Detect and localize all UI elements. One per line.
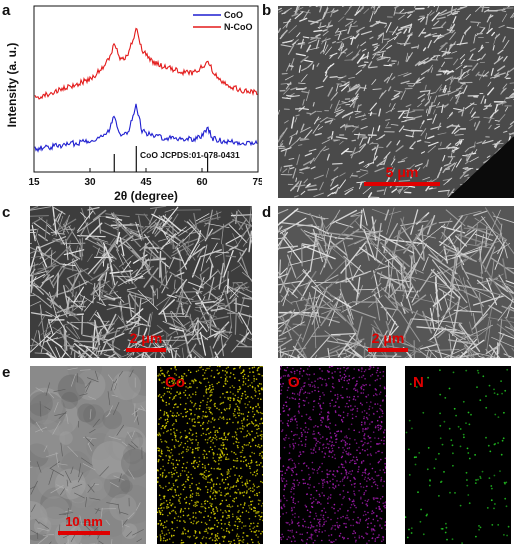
legend-label-ncoo: N-CoO [224,22,253,32]
hrtem-image: 10 nm [30,366,146,544]
scale-bar-line-c [126,348,166,352]
y-axis-label: Intensity (a. u.) [5,43,19,128]
sem-image-d: 2 μm [278,206,514,358]
scale-bar-e: 10 nm [58,514,110,535]
xrd-chart: 15 30 45 60 75 Intensity (a. u.) 2θ (degree)… [5,5,262,203]
eds-label-co: Co [165,374,185,391]
scale-bar-label-c: 2 μm [130,330,163,346]
panel-label-e: e [2,364,11,381]
xrd-series [34,27,258,153]
eds-map-n: N [405,366,511,544]
eds-map-co: Co [157,366,263,544]
scale-bar-d: 2 μm [368,330,408,352]
scale-bar-label-b: 5 μm [386,164,419,180]
sem-image-b: 5 μm [278,6,514,198]
sem-image-c: 2 μm [30,206,252,358]
reference-label: CoO JCPDS:01-078-0431 [140,150,240,160]
sem-c-texture [30,206,252,358]
x-tick-label: 30 [84,177,96,188]
sem-b-texture [278,6,514,198]
x-axis-label: 2θ (degree) [114,189,178,203]
panel-label-c: c [2,204,11,221]
panel-label-a: a [2,2,11,19]
x-tick-label: 75 [252,177,262,188]
scale-bar-line-b [364,182,440,186]
scale-bar-label-e: 10 nm [65,514,103,529]
legend-label-coo: CoO [224,10,243,20]
xrd-reference-peaks [113,146,209,172]
series-line-n-coo [34,27,258,100]
panel-label-d: d [262,204,272,221]
scale-bar-c: 2 μm [126,330,166,352]
series-line-coo [34,103,258,153]
panel-label-b: b [262,2,272,19]
x-tick-label: 60 [196,177,208,188]
scale-bar-line-d [368,348,408,352]
eds-map-o: O [280,366,386,544]
hrtem-texture [30,366,146,544]
eds-label-n: N [413,374,424,391]
scale-bar-label-d: 2 μm [372,330,405,346]
sem-d-texture [278,207,514,358]
xrd-axes: 15 30 45 60 75 [28,5,262,188]
x-tick-label: 15 [28,177,40,188]
x-tick-label: 45 [140,177,152,188]
eds-label-o: O [288,374,300,391]
legend: CoO N-CoO [193,10,253,32]
scale-bar-line-e [58,531,110,535]
scale-bar-b: 5 μm [364,164,440,186]
